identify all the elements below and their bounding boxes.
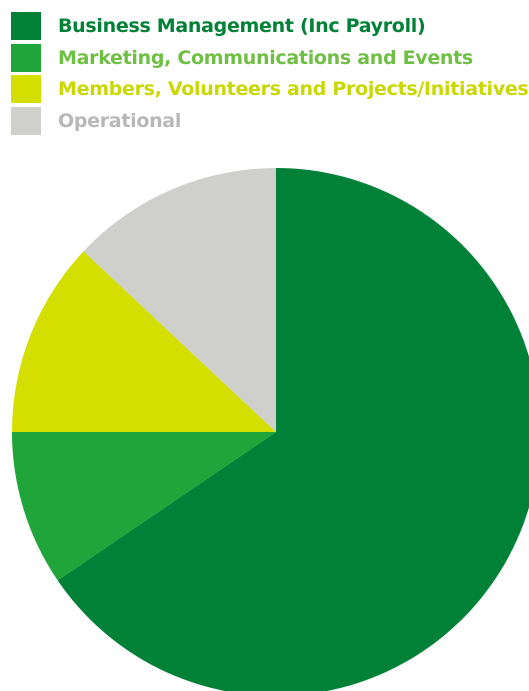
legend-item-business-management: Business Management (Inc Payroll) bbox=[11, 12, 528, 40]
legend-label: Business Management (Inc Payroll) bbox=[58, 15, 426, 37]
legend-label: Operational bbox=[58, 109, 182, 132]
legend-item-members: Members, Volunteers and Projects/Initiat… bbox=[11, 75, 529, 103]
pie-slice-marketing-communications-and-events bbox=[11, 432, 276, 581]
legend-item-marketing: Marketing, Communications and Events bbox=[11, 43, 528, 72]
chart-legend: Business Management (Inc Payroll) Market… bbox=[11, 12, 529, 135]
legend-swatch bbox=[11, 75, 41, 103]
legend-swatch bbox=[11, 12, 41, 40]
legend-swatch bbox=[11, 43, 41, 72]
legend-item-operational: Operational bbox=[11, 106, 528, 135]
pie-slice-members-volunteers-and-projects-initiatives bbox=[12, 251, 276, 432]
pie-slice-business-management-inc-payroll bbox=[57, 168, 529, 691]
pie-slice-operational bbox=[83, 168, 276, 432]
legend-label: Members, Volunteers and Projects/Initiat… bbox=[58, 78, 529, 100]
legend-label: Marketing, Communications and Events bbox=[58, 46, 473, 69]
legend-swatch bbox=[11, 106, 41, 135]
